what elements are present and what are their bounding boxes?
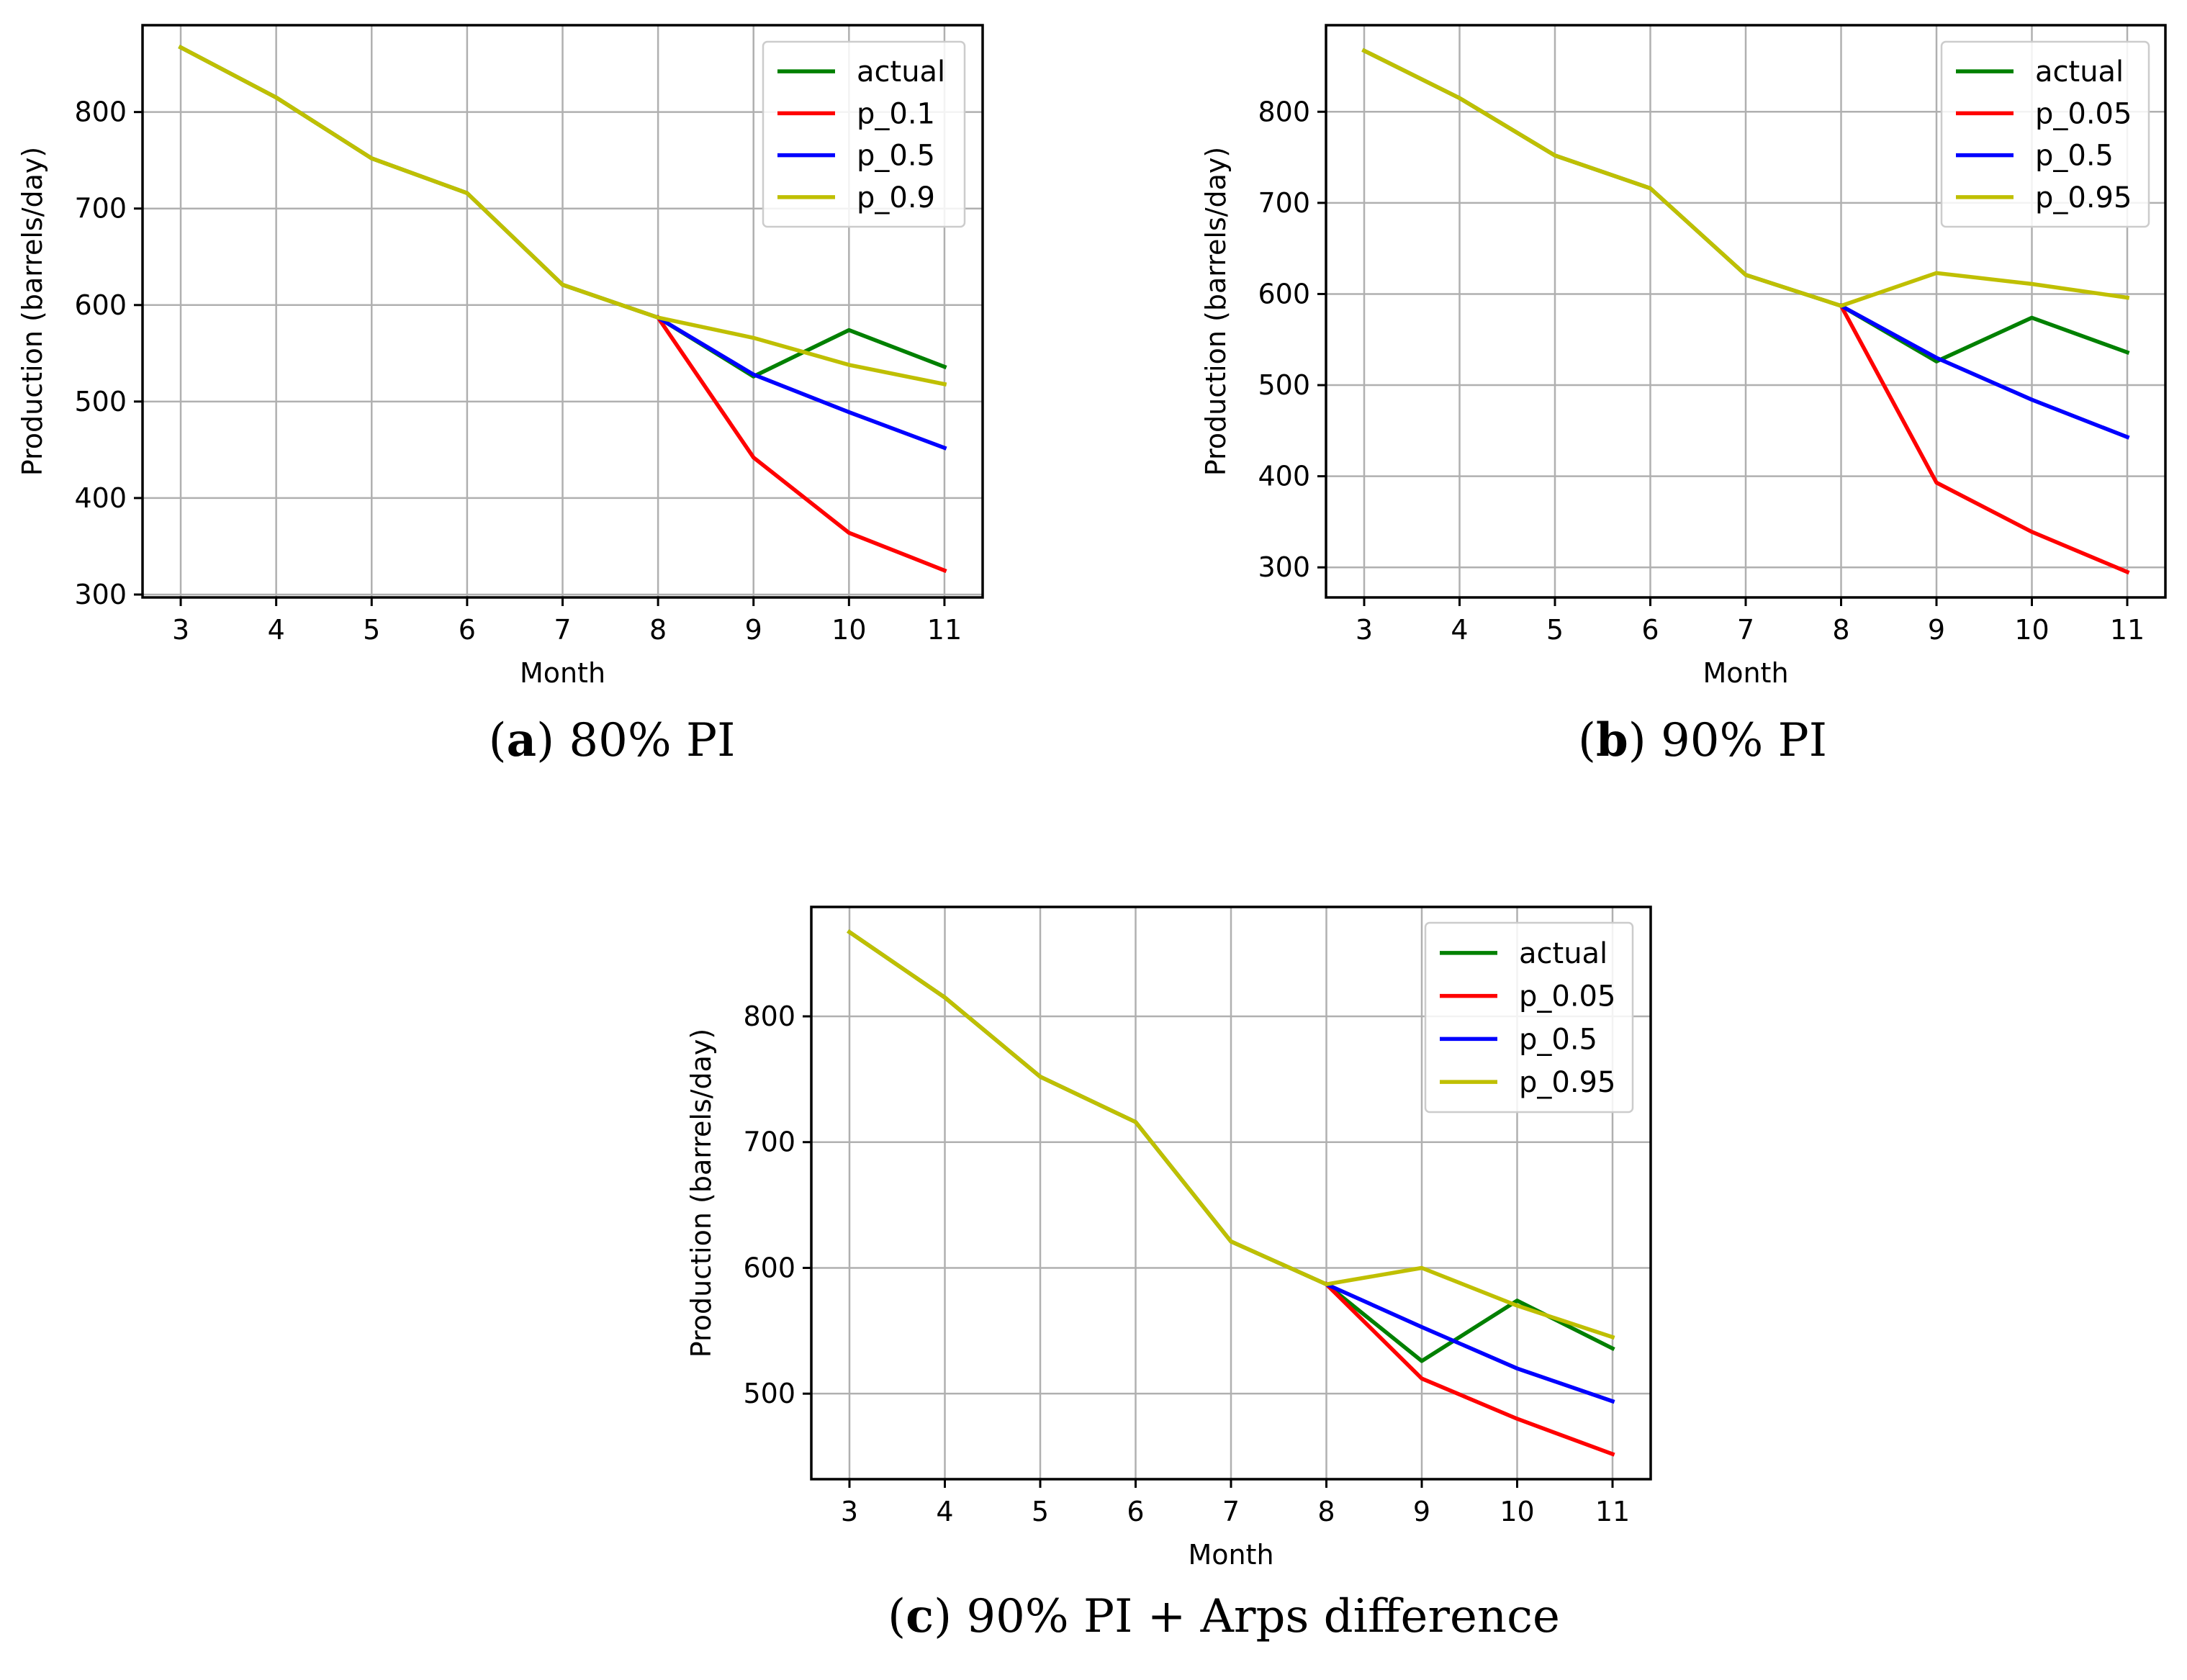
legend-label-p_0.05: p_0.05 xyxy=(1519,980,1615,1013)
legend: actual p_0.05 p_0.5 p_0.95 xyxy=(1940,40,2150,228)
caption-close-paren: ) xyxy=(934,1590,966,1643)
y-axis-label: Production (barrels/day) xyxy=(685,1029,717,1358)
y-tick-label: 800 xyxy=(743,1001,795,1032)
x-axis-label: Month xyxy=(1703,657,1788,689)
series-line-p_0.95 xyxy=(847,929,1615,1340)
legend-label-actual: actual xyxy=(1519,937,1607,970)
series-line-p_0.05 xyxy=(1323,1281,1615,1457)
x-tick-label: 11 xyxy=(1595,1496,1630,1527)
caption-close-paren: ) xyxy=(1628,714,1661,767)
y-tick-label: 700 xyxy=(74,193,127,225)
x-tick-label: 6 xyxy=(1127,1496,1144,1527)
caption-body: 80% PI xyxy=(569,714,735,767)
y-tick-label: 700 xyxy=(743,1126,795,1158)
legend: actual p_0.1 p_0.5 p_0.9 xyxy=(762,40,966,228)
x-tick-label: 8 xyxy=(1317,1496,1335,1527)
x-tick-label: 5 xyxy=(1546,614,1564,646)
legend-label-p_0.9: p_0.9 xyxy=(857,181,935,214)
x-tick-label: 8 xyxy=(649,614,667,646)
legend-label-p_0.5: p_0.5 xyxy=(1519,1023,1597,1056)
chart-c: 3 4 5 6 7 8 9 10 11 500 600 700 800 Month Production (… xyxy=(685,906,1652,1643)
y-axis-label: Production (barrels/day) xyxy=(1200,147,1232,476)
x-tick-label: 7 xyxy=(1737,614,1754,646)
x-tick-label: 5 xyxy=(363,614,380,646)
x-tick-label: 4 xyxy=(1451,614,1468,646)
x-tick-label: 6 xyxy=(459,614,476,646)
x-tick-label: 3 xyxy=(172,614,189,646)
y-tick-label: 800 xyxy=(74,96,127,128)
caption-letter: a xyxy=(507,713,536,767)
caption-letter: b xyxy=(1596,713,1628,767)
x-tick-label: 9 xyxy=(745,614,762,646)
y-tick-label: 400 xyxy=(1258,461,1310,492)
legend-box xyxy=(1940,40,2150,228)
x-tick-label: 11 xyxy=(927,614,962,646)
caption: (a) 80% PI xyxy=(489,713,736,767)
series-line-p_0.05 xyxy=(1838,303,2130,575)
y-axis-label: Production (barrels/day) xyxy=(17,147,48,476)
legend-label-p_0.05: p_0.05 xyxy=(2035,97,2132,130)
caption: (b) 90% PI xyxy=(1578,713,1827,767)
legend-label-actual: actual xyxy=(857,55,945,89)
x-tick-label: 6 xyxy=(1641,614,1659,646)
series-line-p_0.9 xyxy=(178,45,947,387)
caption-open-paren: ( xyxy=(489,714,507,767)
chart-b: 3 4 5 6 7 8 9 10 11 300 400 500 600 700 800 Month Produc… xyxy=(1200,24,2167,767)
x-tick-label: 3 xyxy=(841,1496,858,1527)
caption-close-paren: ) xyxy=(536,714,569,767)
y-tick-label: 600 xyxy=(743,1252,795,1283)
x-tick-label: 7 xyxy=(1222,1496,1240,1527)
y-tick-label: 400 xyxy=(74,482,127,514)
x-tick-label: 9 xyxy=(1928,614,1945,646)
y-tick-label: 500 xyxy=(743,1378,795,1409)
y-tick-label: 800 xyxy=(1258,96,1310,127)
legend-box xyxy=(762,40,966,228)
y-tick-label: 600 xyxy=(74,289,127,321)
x-tick-label: 7 xyxy=(554,614,571,646)
chart-a: 3 4 5 6 7 8 9 10 11 300 400 500 600 700 800 Month Produc… xyxy=(17,24,984,767)
legend-label-p_0.95: p_0.95 xyxy=(1519,1066,1615,1099)
legend-label-p_0.5: p_0.5 xyxy=(857,140,935,173)
legend-box xyxy=(1424,921,1634,1114)
caption-body: 90% PI xyxy=(1661,714,1827,767)
caption-letter: c xyxy=(906,1589,934,1643)
legend-label-actual: actual xyxy=(2035,55,2124,89)
legend: actual p_0.05 p_0.5 p_0.95 xyxy=(1424,921,1634,1114)
y-tick-label: 700 xyxy=(1258,187,1310,219)
x-tick-label: 5 xyxy=(1032,1496,1049,1527)
x-tick-label: 10 xyxy=(831,614,866,646)
caption-open-paren: ( xyxy=(888,1590,906,1643)
series-line-p_0.95 xyxy=(1361,48,2130,308)
x-tick-label: 11 xyxy=(2110,614,2145,646)
caption-body: 90% PI + Arps difference xyxy=(966,1590,1559,1643)
x-tick-label: 9 xyxy=(1413,1496,1430,1527)
legend-label-p_0.1: p_0.1 xyxy=(857,97,935,130)
series-line-p_0.5 xyxy=(1323,1281,1615,1404)
x-tick-label: 10 xyxy=(1500,1496,1534,1527)
caption: (c) 90% PI + Arps difference xyxy=(888,1589,1560,1643)
series-line-p_0.1 xyxy=(655,315,947,574)
x-tick-label: 4 xyxy=(936,1496,953,1527)
y-tick-label: 500 xyxy=(1258,369,1310,401)
x-tick-label: 4 xyxy=(268,614,285,646)
y-tick-label: 300 xyxy=(1258,551,1310,583)
series-line-p_0.5 xyxy=(1838,303,2130,440)
y-tick-label: 300 xyxy=(74,579,127,610)
x-axis-label: Month xyxy=(1188,1539,1273,1571)
x-axis-label: Month xyxy=(520,657,605,689)
x-tick-label: 10 xyxy=(2014,614,2049,646)
legend-label-p_0.95: p_0.95 xyxy=(2035,181,2132,214)
caption-open-paren: ( xyxy=(1578,714,1596,767)
series-line-p_0.5 xyxy=(655,315,947,451)
x-tick-label: 3 xyxy=(1356,614,1373,646)
y-tick-label: 500 xyxy=(74,386,127,417)
legend-label-p_0.5: p_0.5 xyxy=(2035,140,2114,173)
x-tick-label: 8 xyxy=(1832,614,1849,646)
y-tick-label: 600 xyxy=(1258,278,1310,310)
